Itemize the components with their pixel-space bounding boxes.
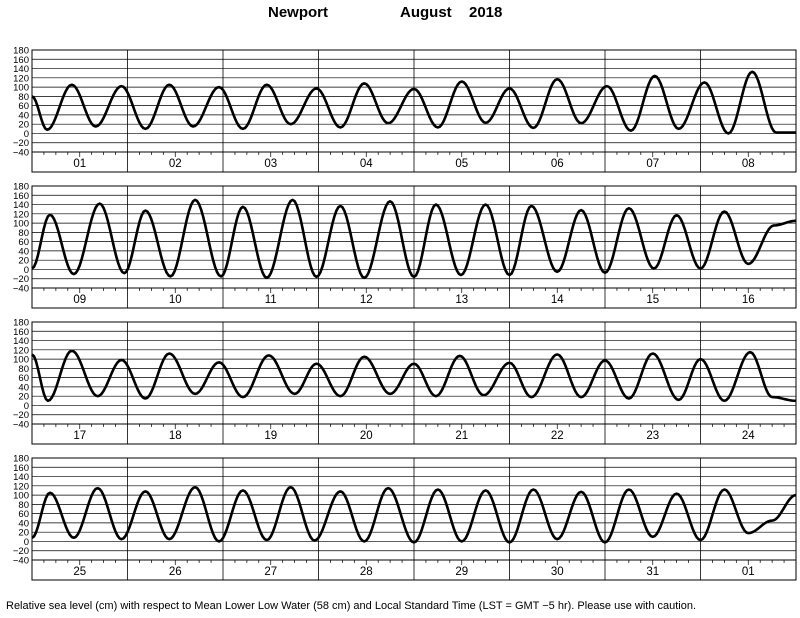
y-tick-label: 160 bbox=[13, 191, 29, 202]
y-tick-label: 20 bbox=[18, 120, 29, 131]
y-tick-label: 40 bbox=[18, 518, 29, 529]
day-label: 20 bbox=[360, 430, 373, 442]
day-label: 25 bbox=[73, 566, 86, 578]
y-tick-label: 0 bbox=[24, 265, 29, 276]
y-tick-label: 40 bbox=[18, 246, 29, 257]
y-tick-label: 80 bbox=[18, 228, 29, 239]
tide-curve bbox=[31, 349, 797, 403]
panel-frame bbox=[31, 185, 797, 309]
y-tick-label: 100 bbox=[13, 219, 29, 230]
y-tick-label: 160 bbox=[13, 463, 29, 474]
day-label: 05 bbox=[455, 158, 468, 170]
day-label: 03 bbox=[264, 158, 277, 170]
y-tick-label: 120 bbox=[13, 209, 29, 220]
day-label: 31 bbox=[646, 566, 659, 578]
chart-title: Newport August 2018 bbox=[0, 4, 800, 26]
y-tick-label: 140 bbox=[13, 200, 29, 211]
day-label: 23 bbox=[646, 430, 659, 442]
y-tick-label: −40 bbox=[13, 556, 29, 567]
day-label: 08 bbox=[742, 158, 755, 170]
y-tick-label: 40 bbox=[18, 382, 29, 393]
day-label: 29 bbox=[455, 566, 468, 578]
y-tick-label: 80 bbox=[18, 500, 29, 511]
day-label: 10 bbox=[169, 294, 182, 306]
y-tick-label: 160 bbox=[13, 327, 29, 338]
y-tick-label: −20 bbox=[13, 546, 29, 557]
y-tick-label: 40 bbox=[18, 110, 29, 121]
y-tick-label: 0 bbox=[24, 129, 29, 140]
y-tick-label: 60 bbox=[18, 509, 29, 520]
tide-curve bbox=[31, 70, 796, 135]
day-label: 13 bbox=[455, 294, 468, 306]
day-label: 15 bbox=[646, 294, 659, 306]
y-tick-label: 80 bbox=[18, 364, 29, 375]
day-label: 27 bbox=[264, 566, 277, 578]
day-label: 24 bbox=[742, 430, 755, 442]
y-tick-label: 120 bbox=[13, 73, 29, 84]
title-year: 2018 bbox=[469, 4, 503, 21]
day-label: 14 bbox=[551, 294, 564, 306]
day-label: 21 bbox=[455, 430, 468, 442]
y-tick-label: −40 bbox=[13, 148, 29, 159]
y-tick-label: 140 bbox=[13, 336, 29, 347]
y-tick-label: 60 bbox=[18, 373, 29, 384]
title-station: Newport bbox=[268, 4, 328, 21]
panel-frame bbox=[31, 457, 797, 581]
day-label: 26 bbox=[169, 566, 182, 578]
day-label: 01 bbox=[73, 158, 86, 170]
title-month: August bbox=[400, 4, 452, 21]
y-tick-label: 180 bbox=[13, 182, 29, 193]
y-tick-label: 180 bbox=[13, 46, 29, 57]
y-tick-label: 180 bbox=[13, 318, 29, 329]
y-tick-label: 0 bbox=[24, 537, 29, 548]
y-tick-label: 100 bbox=[13, 83, 29, 94]
day-label: 07 bbox=[646, 158, 659, 170]
y-tick-label: −20 bbox=[13, 138, 29, 149]
y-tick-label: 0 bbox=[24, 401, 29, 412]
tide-curve bbox=[31, 198, 797, 280]
y-tick-label: 60 bbox=[18, 101, 29, 112]
y-tick-label: 80 bbox=[18, 92, 29, 103]
day-label: 17 bbox=[73, 430, 86, 442]
y-tick-label: 20 bbox=[18, 528, 29, 539]
y-tick-label: −20 bbox=[13, 410, 29, 421]
day-label: 18 bbox=[169, 430, 182, 442]
panel-frame bbox=[31, 321, 797, 445]
y-tick-label: 140 bbox=[13, 472, 29, 483]
day-label: 12 bbox=[360, 294, 373, 306]
day-label: 06 bbox=[551, 158, 564, 170]
day-label: 02 bbox=[169, 158, 182, 170]
footer-note: Relative sea level (cm) with respect to … bbox=[6, 600, 697, 612]
day-label: 22 bbox=[551, 430, 564, 442]
day-label: 30 bbox=[551, 566, 564, 578]
y-tick-label: 100 bbox=[13, 355, 29, 366]
y-tick-label: 180 bbox=[13, 454, 29, 465]
y-tick-label: 100 bbox=[13, 491, 29, 502]
day-label: 09 bbox=[73, 294, 86, 306]
y-tick-label: 120 bbox=[13, 345, 29, 356]
y-tick-label: 20 bbox=[18, 256, 29, 267]
tide-curve bbox=[31, 485, 797, 544]
y-tick-label: 20 bbox=[18, 392, 29, 403]
y-tick-label: 140 bbox=[13, 64, 29, 75]
y-tick-label: −20 bbox=[13, 274, 29, 285]
y-tick-label: −40 bbox=[13, 284, 29, 295]
day-label: 04 bbox=[360, 158, 373, 170]
panel-frame bbox=[31, 49, 797, 173]
y-tick-label: 120 bbox=[13, 481, 29, 492]
day-label: 11 bbox=[265, 294, 277, 306]
y-tick-label: 160 bbox=[13, 55, 29, 66]
day-label: 16 bbox=[742, 294, 755, 306]
y-tick-label: 60 bbox=[18, 237, 29, 248]
day-label: 28 bbox=[360, 566, 373, 578]
day-label: 01 bbox=[742, 566, 755, 578]
y-tick-label: −40 bbox=[13, 420, 29, 431]
day-label: 19 bbox=[264, 430, 277, 442]
